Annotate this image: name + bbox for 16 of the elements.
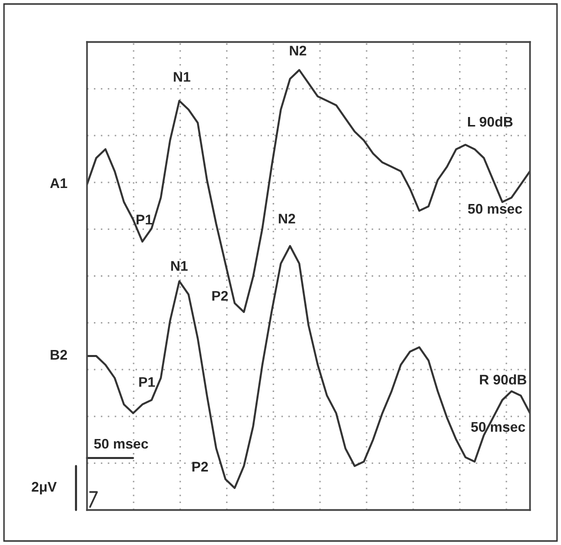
annotation: N2 (278, 214, 296, 224)
annotation: P1 (136, 214, 152, 224)
annotation: N1 (174, 72, 190, 82)
text: 2μV (32, 482, 57, 494)
annotation: P1 (139, 377, 155, 387)
annotation: P2 (192, 462, 208, 472)
annotation: L 90dB (468, 116, 513, 127)
annotation: P2 (212, 290, 228, 301)
annotation: R 90dB (480, 374, 526, 385)
annotation: 50 msec (471, 422, 526, 432)
annotation: 50 msec (94, 438, 148, 449)
series-label: A1 (50, 178, 68, 188)
text: N2 (290, 46, 306, 56)
annotation: N1 (171, 261, 188, 271)
series-label: B2 (50, 350, 67, 360)
annotation: 50 msec (468, 204, 522, 214)
